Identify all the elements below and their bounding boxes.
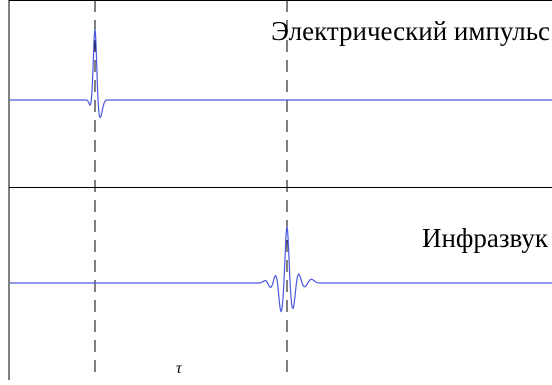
infrasound-trace <box>10 226 552 313</box>
electric-pulse-trace <box>10 29 552 119</box>
electric-pulse-title: Электрический импульс <box>271 16 550 46</box>
delay-tau-label: τ <box>176 360 182 377</box>
infrasound-title: Инфразвук <box>421 223 548 253</box>
